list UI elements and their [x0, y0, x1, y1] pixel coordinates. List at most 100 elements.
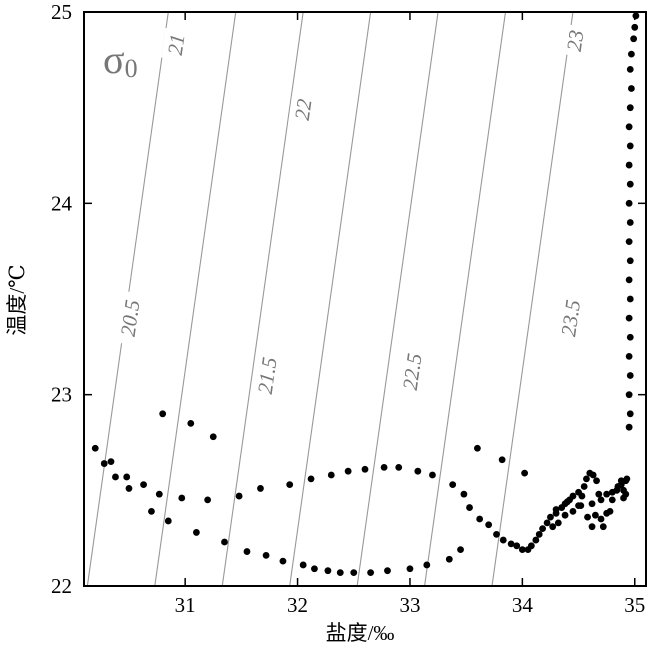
contour-label-mask: [161, 27, 192, 62]
data-point: [626, 66, 634, 73]
data-point: [625, 161, 633, 169]
data-point: [535, 530, 543, 538]
data-point: [552, 506, 560, 513]
data-point: [617, 481, 625, 488]
data-point: [613, 486, 621, 494]
data-point: [575, 502, 582, 510]
data-point: [178, 494, 186, 502]
data-point: [592, 511, 599, 519]
data-point: [406, 565, 414, 573]
data-point: [626, 180, 634, 188]
data-point: [423, 561, 431, 569]
density-contours: [86, 12, 574, 586]
data-point: [513, 542, 521, 550]
data-point: [518, 546, 526, 554]
data-point: [279, 557, 287, 565]
data-point: [521, 469, 529, 477]
data-point: [140, 481, 147, 488]
data-point: [627, 50, 635, 58]
data-point: [367, 569, 375, 577]
data-point: [580, 483, 588, 490]
x-axis-ticks: 31 32 33 34 35: [175, 12, 645, 617]
data-point: [112, 473, 119, 481]
x-axis-title: 盐度/‰: [326, 621, 395, 645]
data-point: [588, 523, 596, 531]
data-point: [507, 540, 515, 548]
data-point: [539, 525, 546, 532]
x-tick-label: 31: [175, 593, 196, 617]
y-tick-label: 25: [51, 0, 72, 24]
data-point: [380, 463, 388, 471]
data-point: [543, 519, 551, 527]
contour-label-mask: [113, 290, 147, 346]
y-tick-label: 24: [51, 191, 73, 215]
data-point: [626, 295, 634, 303]
data-point: [584, 513, 591, 521]
data-point: [493, 530, 500, 538]
data-point: [155, 490, 163, 498]
data-point: [187, 419, 195, 427]
data-point: [445, 555, 453, 563]
data-point: [625, 199, 633, 207]
data-point: [466, 504, 473, 511]
data-point: [547, 513, 554, 521]
data-point: [527, 542, 535, 550]
data-point: [262, 551, 270, 559]
data-point: [384, 567, 391, 575]
data-point: [476, 515, 484, 523]
contour-label-mask: [560, 24, 591, 58]
data-point: [625, 314, 633, 322]
data-point: [498, 456, 506, 464]
contour-label: 22: [290, 97, 317, 122]
data-point: [429, 471, 436, 479]
data-point: [123, 473, 131, 481]
data-point: [625, 123, 633, 131]
data-point: [257, 485, 264, 492]
data-point: [361, 465, 369, 473]
data-point: [631, 23, 639, 31]
data-point: [148, 507, 155, 515]
data-point: [630, 35, 638, 43]
data-point: [100, 460, 108, 467]
contour-label: 21: [163, 32, 190, 56]
data-point: [499, 536, 507, 544]
data-point: [626, 372, 634, 379]
data-point: [578, 492, 586, 500]
data-point: [569, 492, 577, 500]
data-point: [159, 410, 167, 418]
data-point: [603, 509, 611, 517]
data-point: [474, 444, 481, 452]
contour-line: [356, 12, 439, 586]
data-point: [107, 458, 115, 466]
data-point: [563, 498, 571, 506]
data-point: [299, 561, 307, 569]
data-point: [626, 219, 634, 226]
contour-line: [424, 12, 507, 586]
data-point: [532, 536, 540, 544]
data-point: [583, 475, 590, 483]
data-point: [626, 104, 634, 112]
data-point: [221, 538, 228, 546]
data-points: [91, 12, 640, 577]
density-contour-labels: 20.5 21 21.5 22 22.5 23 23.5: [113, 24, 591, 404]
contour-line: [491, 12, 574, 586]
x-tick-label: 35: [624, 593, 645, 617]
data-point: [589, 471, 597, 479]
data-point: [625, 238, 633, 246]
data-point: [243, 548, 251, 555]
x-tick-label: 32: [287, 593, 308, 617]
plot-frame: [83, 11, 647, 587]
x-tick-label: 33: [399, 593, 420, 617]
data-point: [460, 490, 468, 498]
data-point: [204, 496, 212, 504]
data-point: [457, 546, 464, 554]
data-point: [561, 511, 569, 519]
data-point: [599, 523, 607, 531]
data-point: [549, 523, 557, 531]
contour-label: 20.5: [116, 298, 145, 338]
data-point: [597, 515, 605, 523]
data-point: [593, 477, 600, 485]
data-point: [625, 423, 633, 431]
contour-line: [221, 12, 304, 586]
data-point: [336, 569, 344, 577]
